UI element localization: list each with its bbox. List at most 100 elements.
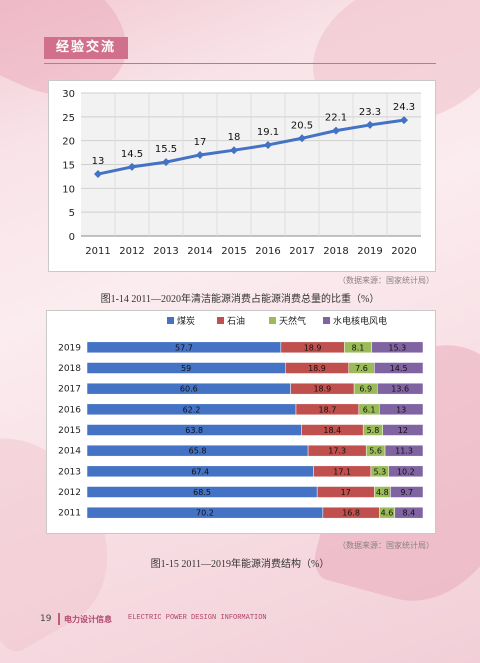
x-tick-label: 2012	[119, 246, 144, 257]
publication-english-name: ELECTRIC POWER DESIGN INFORMATION	[128, 614, 267, 622]
data-label: 18.9	[308, 364, 326, 373]
y-tick-label: 30	[62, 89, 75, 100]
data-point	[366, 120, 374, 129]
data-label: 65.8	[189, 447, 207, 456]
legend-swatch	[217, 317, 224, 324]
data-label: 10.2	[397, 467, 415, 476]
data-label: 70.2	[196, 509, 214, 518]
data-label: 5.8	[367, 426, 380, 435]
bar-segment	[384, 444, 424, 457]
figure-caption: 图1-14 2011—2020年清洁能源消费占能源消费总量的比重（%）	[100, 294, 380, 305]
data-label: 9.7	[400, 488, 413, 497]
y-tick-label: 15	[62, 161, 75, 172]
bar-segment	[394, 506, 424, 519]
section-tag: 经验交流	[44, 37, 128, 59]
bar-segment	[379, 403, 424, 416]
data-label: 23.3	[359, 107, 381, 118]
bar-segment	[371, 341, 424, 354]
x-tick-label: 2014	[187, 246, 212, 257]
data-label: 7.6	[355, 364, 368, 373]
series-line	[97, 118, 405, 176]
data-label: 18.4	[323, 426, 341, 435]
x-tick-label: 2011	[85, 246, 110, 257]
legend-swatch	[167, 317, 174, 324]
data-label: 6.9	[359, 385, 372, 394]
publication-name: 电力设计信息	[64, 615, 112, 624]
data-label: 11.3	[395, 447, 413, 456]
legend-label: 水电核电风电	[333, 315, 387, 327]
data-label: 8.1	[352, 343, 365, 352]
data-label: 4.6	[381, 509, 394, 518]
page-number: 19	[40, 614, 52, 624]
data-label: 18.9	[313, 385, 331, 394]
data-label: 4.8	[376, 488, 389, 497]
source-note: （数据来源：国家统计局）	[338, 541, 434, 550]
data-label: 20.5	[291, 120, 313, 131]
line-chart-panel: 0 5 10 15 20 25 30 2011 2012 2013 2014 2015 2016 2017…	[48, 80, 436, 272]
figure-caption: 图1-15 2011—2019年能源消费结构（%）	[150, 559, 330, 570]
header-divider	[44, 63, 436, 64]
y-tick-label: 0	[69, 232, 75, 243]
data-point	[196, 150, 204, 159]
data-label: 5.6	[369, 447, 382, 456]
data-label: 18.7	[319, 405, 337, 414]
data-label: 6.1	[363, 405, 376, 414]
x-tick-label: 2020	[391, 246, 416, 257]
data-point	[298, 134, 306, 143]
line-chart: 0 5 10 15 20 25 30 2011 2012 2013 2014 2015 2016 2017…	[62, 89, 421, 257]
data-label: 15.3	[388, 343, 406, 352]
footer-divider	[58, 613, 60, 625]
data-label: 18	[228, 132, 241, 143]
data-label: 15.5	[155, 144, 177, 155]
data-label: 13	[396, 405, 406, 414]
data-label: 17	[341, 488, 351, 497]
data-label: 8.4	[403, 509, 416, 518]
legend-label: 天然气	[279, 315, 306, 327]
y-tick-label: 20	[62, 137, 75, 148]
stacked-bar-chart: 煤炭 石油 天然气 水电核电风电 2019 57.7 18.9 8.1 15.3 2018 59 18…	[58, 315, 424, 519]
bar-segment	[390, 486, 424, 498]
data-point	[162, 158, 170, 167]
y-tick-label: 10	[62, 184, 75, 195]
data-label: 67.4	[191, 467, 209, 476]
y-tick-label: 25	[62, 113, 75, 124]
bar-segment	[388, 465, 424, 478]
category-label: 2016	[58, 405, 81, 415]
data-label: 62.2	[183, 405, 201, 414]
data-label: 63.8	[185, 426, 203, 435]
category-label: 2013	[58, 467, 81, 477]
category-label: 2012	[58, 488, 81, 498]
data-point	[400, 116, 408, 125]
data-label: 17.1	[333, 467, 351, 476]
data-label: 57.7	[175, 343, 193, 352]
x-tick-label: 2015	[221, 246, 246, 257]
bar-segment	[382, 424, 424, 436]
legend-label: 煤炭	[177, 315, 195, 327]
data-point	[94, 170, 102, 179]
data-point	[264, 140, 272, 149]
data-label: 24.3	[393, 102, 415, 113]
data-label: 13	[92, 156, 105, 167]
x-tick-label: 2013	[153, 246, 178, 257]
bar-chart-panel: 煤炭 石油 天然气 水电核电风电 2019 57.7 18.9 8.1 15.3 2018 59 18…	[46, 310, 436, 534]
data-label: 5.3	[373, 467, 386, 476]
x-tick-label: 2019	[357, 246, 382, 257]
data-label: 60.6	[180, 385, 198, 394]
x-tick-label: 2016	[255, 246, 280, 257]
bar-segment	[377, 382, 424, 395]
data-label: 59	[181, 364, 191, 373]
x-tick-label: 2018	[323, 246, 348, 257]
legend-label: 石油	[227, 315, 245, 327]
category-label: 2017	[58, 385, 81, 395]
category-label: 2014	[58, 447, 81, 457]
data-label: 22.1	[325, 113, 347, 124]
legend-swatch	[323, 317, 330, 324]
data-label: 13.6	[391, 385, 409, 394]
data-point	[128, 162, 136, 171]
data-label: 18.9	[304, 343, 322, 352]
data-point	[332, 126, 340, 135]
data-label: 14.5	[390, 364, 408, 373]
y-tick-label: 5	[69, 208, 75, 219]
category-label: 2011	[58, 509, 81, 519]
category-label: 2018	[58, 364, 81, 374]
